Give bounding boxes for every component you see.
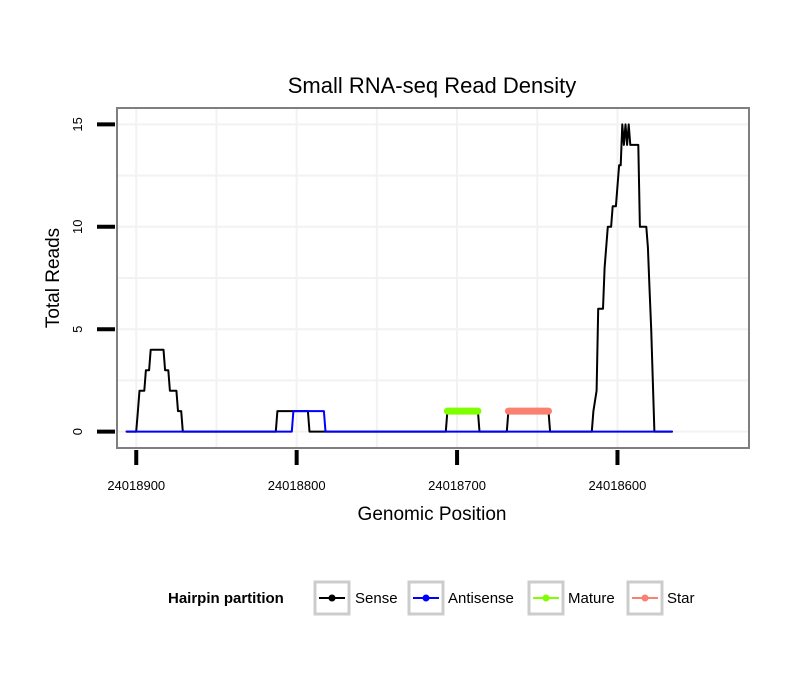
legend-label-sense: Sense: [355, 590, 398, 607]
legend-title: Hairpin partition: [168, 590, 284, 607]
legend-label-antisense: Antisense: [448, 590, 514, 607]
legend-dot-star: [641, 594, 649, 602]
legend-label-star: Star: [667, 590, 695, 607]
x-axis-label: Genomic Position: [358, 504, 507, 525]
axes: 24018900 24018800 24018700 24018600 0 5 10 15: [70, 117, 646, 493]
y-tick-label: 0: [70, 428, 85, 435]
x-tick-label: 24018800: [268, 478, 326, 493]
legend-dot-antisense: [422, 594, 430, 602]
x-tick-label: 24018900: [107, 478, 165, 493]
x-tick-label: 24018700: [428, 478, 486, 493]
legend-dot-sense: [328, 594, 336, 602]
chart-title: Small RNA-seq Read Density: [288, 73, 577, 98]
series-line-antisense: [125, 410, 673, 433]
grid: [118, 109, 748, 447]
y-tick-label: 15: [70, 117, 85, 131]
y-tick-label: 10: [70, 220, 85, 234]
x-tick-label: 24018600: [589, 478, 647, 493]
series-layer: [125, 123, 673, 433]
legend: Hairpin partition Sense Antisense Mature St…: [168, 580, 695, 616]
y-tick-label: 5: [70, 326, 85, 333]
legend-label-mature: Mature: [568, 590, 615, 607]
legend-dot-mature: [542, 594, 550, 602]
y-axis-label: Total Reads: [43, 228, 64, 328]
